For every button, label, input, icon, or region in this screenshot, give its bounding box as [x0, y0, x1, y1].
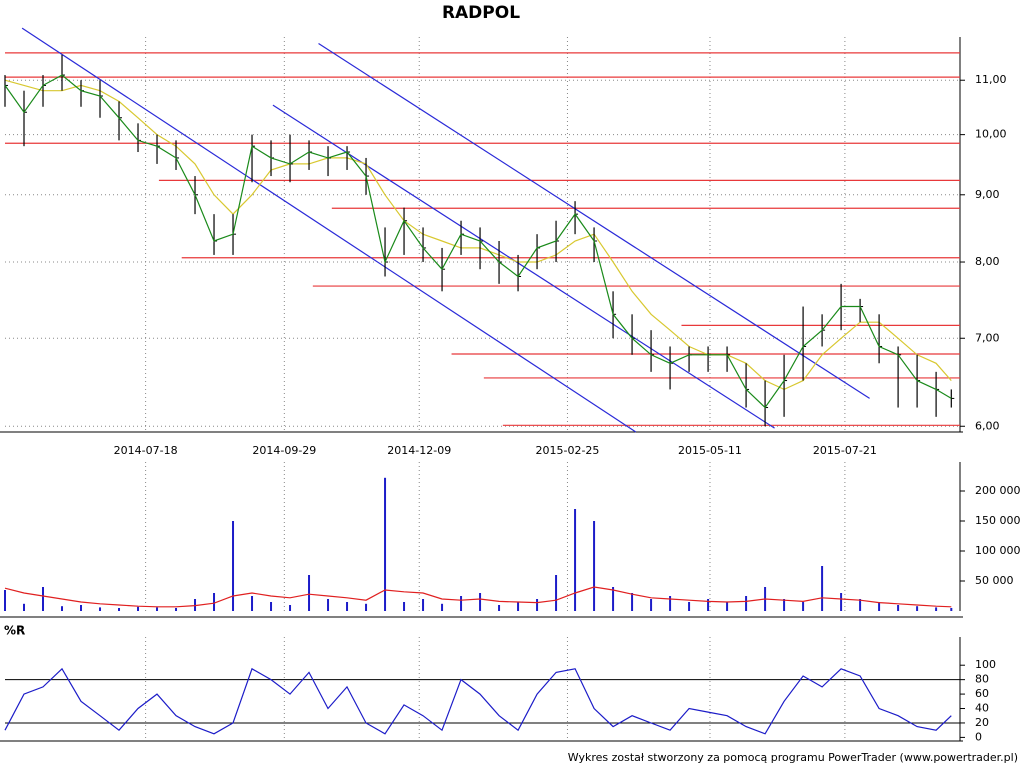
- chart-title: RADPOL: [442, 3, 520, 23]
- moving-average: [4, 79, 952, 391]
- volume-bar: [289, 605, 292, 611]
- footer: Wykres został stworzony za pomocą progra…: [568, 751, 1018, 764]
- volume-bar: [42, 587, 45, 611]
- volume-bar: [707, 599, 710, 611]
- volume-bar: [631, 593, 634, 611]
- x-tick-label: 2015-02-25: [535, 444, 599, 457]
- volume-bar: [479, 593, 482, 611]
- y-tick-label: 80: [975, 673, 989, 686]
- volume-bar: [365, 603, 368, 611]
- volume-bar: [517, 602, 520, 611]
- x-tick-label: 2015-05-11: [678, 444, 742, 457]
- y-tick-label: 0: [975, 730, 982, 743]
- volume-bar: [650, 599, 653, 611]
- y-tick-label: 10,00: [975, 128, 1007, 141]
- volume-bar: [441, 603, 444, 611]
- volume-bar: [270, 602, 273, 611]
- volume-bar: [859, 599, 862, 611]
- volume-bar: [156, 607, 159, 611]
- volume-bar: [536, 599, 539, 611]
- y-tick-label: 9,00: [975, 188, 1000, 201]
- y-tick-label: 200 000: [975, 484, 1021, 497]
- volume-bar: [840, 593, 843, 611]
- volume-bar: [916, 606, 919, 611]
- volume-bar: [460, 596, 463, 611]
- y-tick-label: 50 000: [975, 574, 1014, 587]
- panel-title: %R: [4, 624, 25, 638]
- volume-bar: [555, 575, 558, 611]
- volume-bar: [593, 521, 596, 611]
- volume-bar: [327, 599, 330, 611]
- y-tick-label: 11,00: [975, 73, 1007, 86]
- y-tick-label: 7,00: [975, 331, 1000, 344]
- trend-line: [318, 43, 870, 399]
- y-tick-label: 8,00: [975, 255, 1000, 268]
- volume-bar: [745, 596, 748, 611]
- volume-bar: [612, 587, 615, 611]
- y-tick-label: 20: [975, 716, 989, 729]
- x-tick-label: 2014-09-29: [252, 444, 316, 457]
- x-tick-label: 2015-07-21: [813, 444, 877, 457]
- volume-bar: [783, 599, 786, 611]
- volume-bar: [175, 608, 178, 611]
- volume-bar: [384, 477, 387, 611]
- volume-bar: [99, 607, 102, 611]
- close-line: [4, 74, 952, 409]
- y-tick-label: 40: [975, 702, 989, 715]
- trend-line: [272, 104, 775, 429]
- volume-bar: [821, 566, 824, 611]
- y-tick-label: 100 000: [975, 544, 1021, 557]
- volume-bar: [935, 607, 938, 611]
- y-tick-label: 6,00: [975, 419, 1000, 432]
- volume-bar: [726, 602, 729, 611]
- volume-bar: [232, 521, 235, 611]
- volume-bar: [80, 605, 83, 611]
- volume-bar: [137, 606, 140, 611]
- volume-bar: [61, 606, 64, 611]
- y-tick-label: 60: [975, 687, 989, 700]
- volume-bar: [403, 602, 406, 611]
- volume-bar: [251, 596, 254, 611]
- y-tick-label: 150 000: [975, 514, 1021, 527]
- volume-bar: [574, 509, 577, 611]
- volume-bar: [688, 602, 691, 611]
- volume-bar: [4, 590, 6, 611]
- volume-bar: [118, 608, 121, 611]
- volume-bar: [213, 593, 216, 611]
- x-tick-label: 2014-12-09: [387, 444, 451, 457]
- trend-line: [21, 27, 637, 433]
- volume-bar: [308, 575, 311, 611]
- volume-bar: [498, 605, 501, 611]
- volume-bar: [669, 596, 672, 611]
- volume-bar: [878, 602, 881, 611]
- x-tick-label: 2014-07-18: [114, 444, 178, 457]
- volume-bar: [950, 608, 953, 611]
- volume-bar: [802, 602, 805, 611]
- volume-bar: [23, 603, 26, 611]
- volume-bar: [897, 605, 900, 611]
- volume-average: [4, 586, 952, 608]
- indicator-line: [4, 667, 952, 735]
- volume-bar: [346, 602, 349, 611]
- y-tick-label: 100: [975, 658, 996, 671]
- volume-bar: [422, 599, 425, 611]
